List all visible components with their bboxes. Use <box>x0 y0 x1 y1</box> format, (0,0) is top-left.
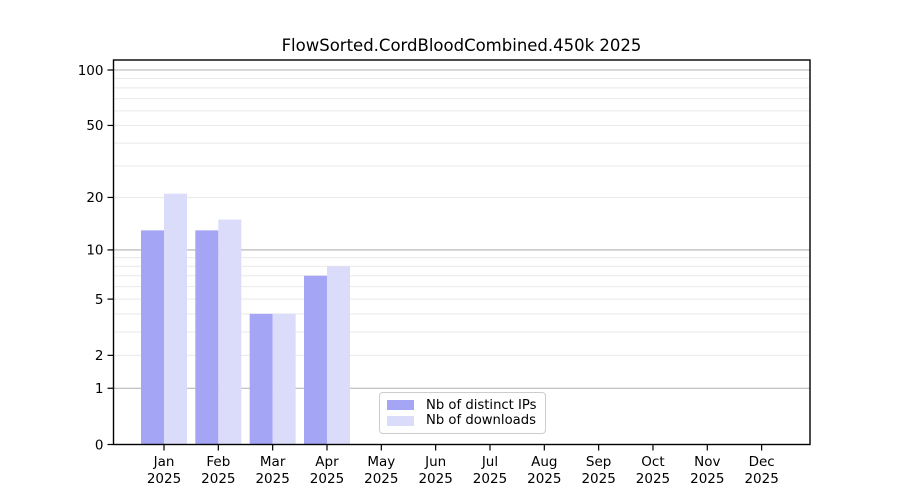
y-tick-label: 50 <box>86 118 103 134</box>
x-tick-label-month: Nov <box>694 454 720 470</box>
legend-item-downloads: Nb of downloads <box>387 414 537 427</box>
x-tick-label-month: Jun <box>424 454 446 470</box>
bar-distinct-ips-mar <box>249 313 273 445</box>
plot-border <box>112 59 811 446</box>
x-tick-label-month: Oct <box>641 454 664 470</box>
x-tick-label-month: Sep <box>586 454 611 470</box>
x-tick-label-year: 2025 <box>473 471 507 487</box>
bar-distinct-ips-jan <box>141 230 164 445</box>
x-tick-label-year: 2025 <box>418 471 452 487</box>
legend-label-distinct-ips: Nb of distinct IPs <box>426 397 537 413</box>
bar-downloads-mar <box>272 313 296 445</box>
x-tick-label-year: 2025 <box>310 471 344 487</box>
x-tick-label-year: 2025 <box>255 471 289 487</box>
y-tick-label: 0 <box>95 437 104 453</box>
legend: Nb of distinct IPs Nb of downloads <box>379 392 546 434</box>
x-tick-label-year: 2025 <box>581 471 615 487</box>
y-tick-label: 5 <box>95 292 104 308</box>
bar-downloads-jan <box>164 193 187 445</box>
x-tick-label-month: Apr <box>315 454 339 470</box>
y-tick-label: 20 <box>86 190 103 206</box>
x-tick-label-year: 2025 <box>364 471 398 487</box>
y-tick-label: 2 <box>95 348 104 364</box>
x-tick-label-month: May <box>367 454 395 470</box>
y-tick-label: 100 <box>78 63 104 79</box>
x-tick-label-month: Jul <box>481 454 498 470</box>
bar-downloads-apr <box>326 266 350 445</box>
x-tick-label-year: 2025 <box>744 471 778 487</box>
x-tick-label-month: Jan <box>153 454 175 470</box>
y-tick-label: 1 <box>95 381 104 397</box>
y-tick-label: 10 <box>86 243 103 259</box>
legend-label-downloads: Nb of downloads <box>426 413 536 429</box>
x-tick-label-month: Feb <box>206 454 230 470</box>
bar-downloads-feb <box>218 219 242 445</box>
x-tick-label-month: Aug <box>531 454 557 470</box>
x-tick-label-year: 2025 <box>636 471 670 487</box>
x-tick-label-month: Mar <box>260 454 286 470</box>
legend-swatch-distinct-ips <box>387 400 414 411</box>
x-tick-label-year: 2025 <box>690 471 724 487</box>
x-tick-label-year: 2025 <box>201 471 235 487</box>
x-tick-label-month: Dec <box>749 454 775 470</box>
x-tick-label-year: 2025 <box>147 471 181 487</box>
bar-distinct-ips-apr <box>303 275 327 445</box>
legend-swatch-downloads <box>387 415 414 426</box>
legend-item-distinct-ips: Nb of distinct IPs <box>387 397 537 413</box>
x-tick-label-year: 2025 <box>527 471 561 487</box>
bar-distinct-ips-feb <box>195 230 219 445</box>
chart-title: FlowSorted.CordBloodCombined.450k 2025 <box>281 36 642 55</box>
